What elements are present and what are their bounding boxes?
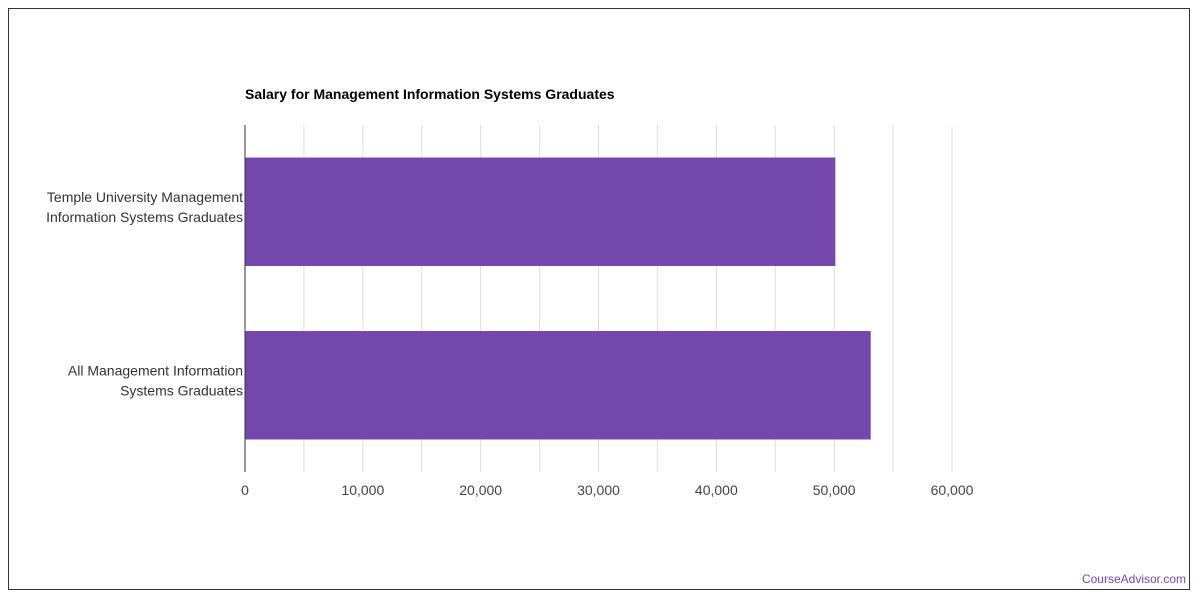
x-tick-label: 40,000 <box>695 482 738 498</box>
x-tick-label: 30,000 <box>577 482 620 498</box>
x-tick-label: 0 <box>241 482 249 498</box>
x-tick-label: 10,000 <box>341 482 384 498</box>
x-tick-label: 50,000 <box>813 482 856 498</box>
x-tick-label: 60,000 <box>931 482 974 498</box>
bars <box>245 157 871 440</box>
category-label: All Management Information Systems Gradua… <box>68 362 243 398</box>
bar <box>245 157 836 266</box>
category-labels: Temple University Management Information … <box>46 189 243 399</box>
category-label: Temple University Management Information … <box>46 189 243 225</box>
chart-title: Salary for Management Information System… <box>245 86 615 102</box>
bar <box>245 331 871 440</box>
x-tick-label: 20,000 <box>459 482 502 498</box>
source-credit[interactable]: CourseAdvisor.com <box>1081 572 1186 586</box>
x-tick-labels: 0 10,000 20,000 30,000 40,000 50,000 60,000 <box>241 482 974 498</box>
